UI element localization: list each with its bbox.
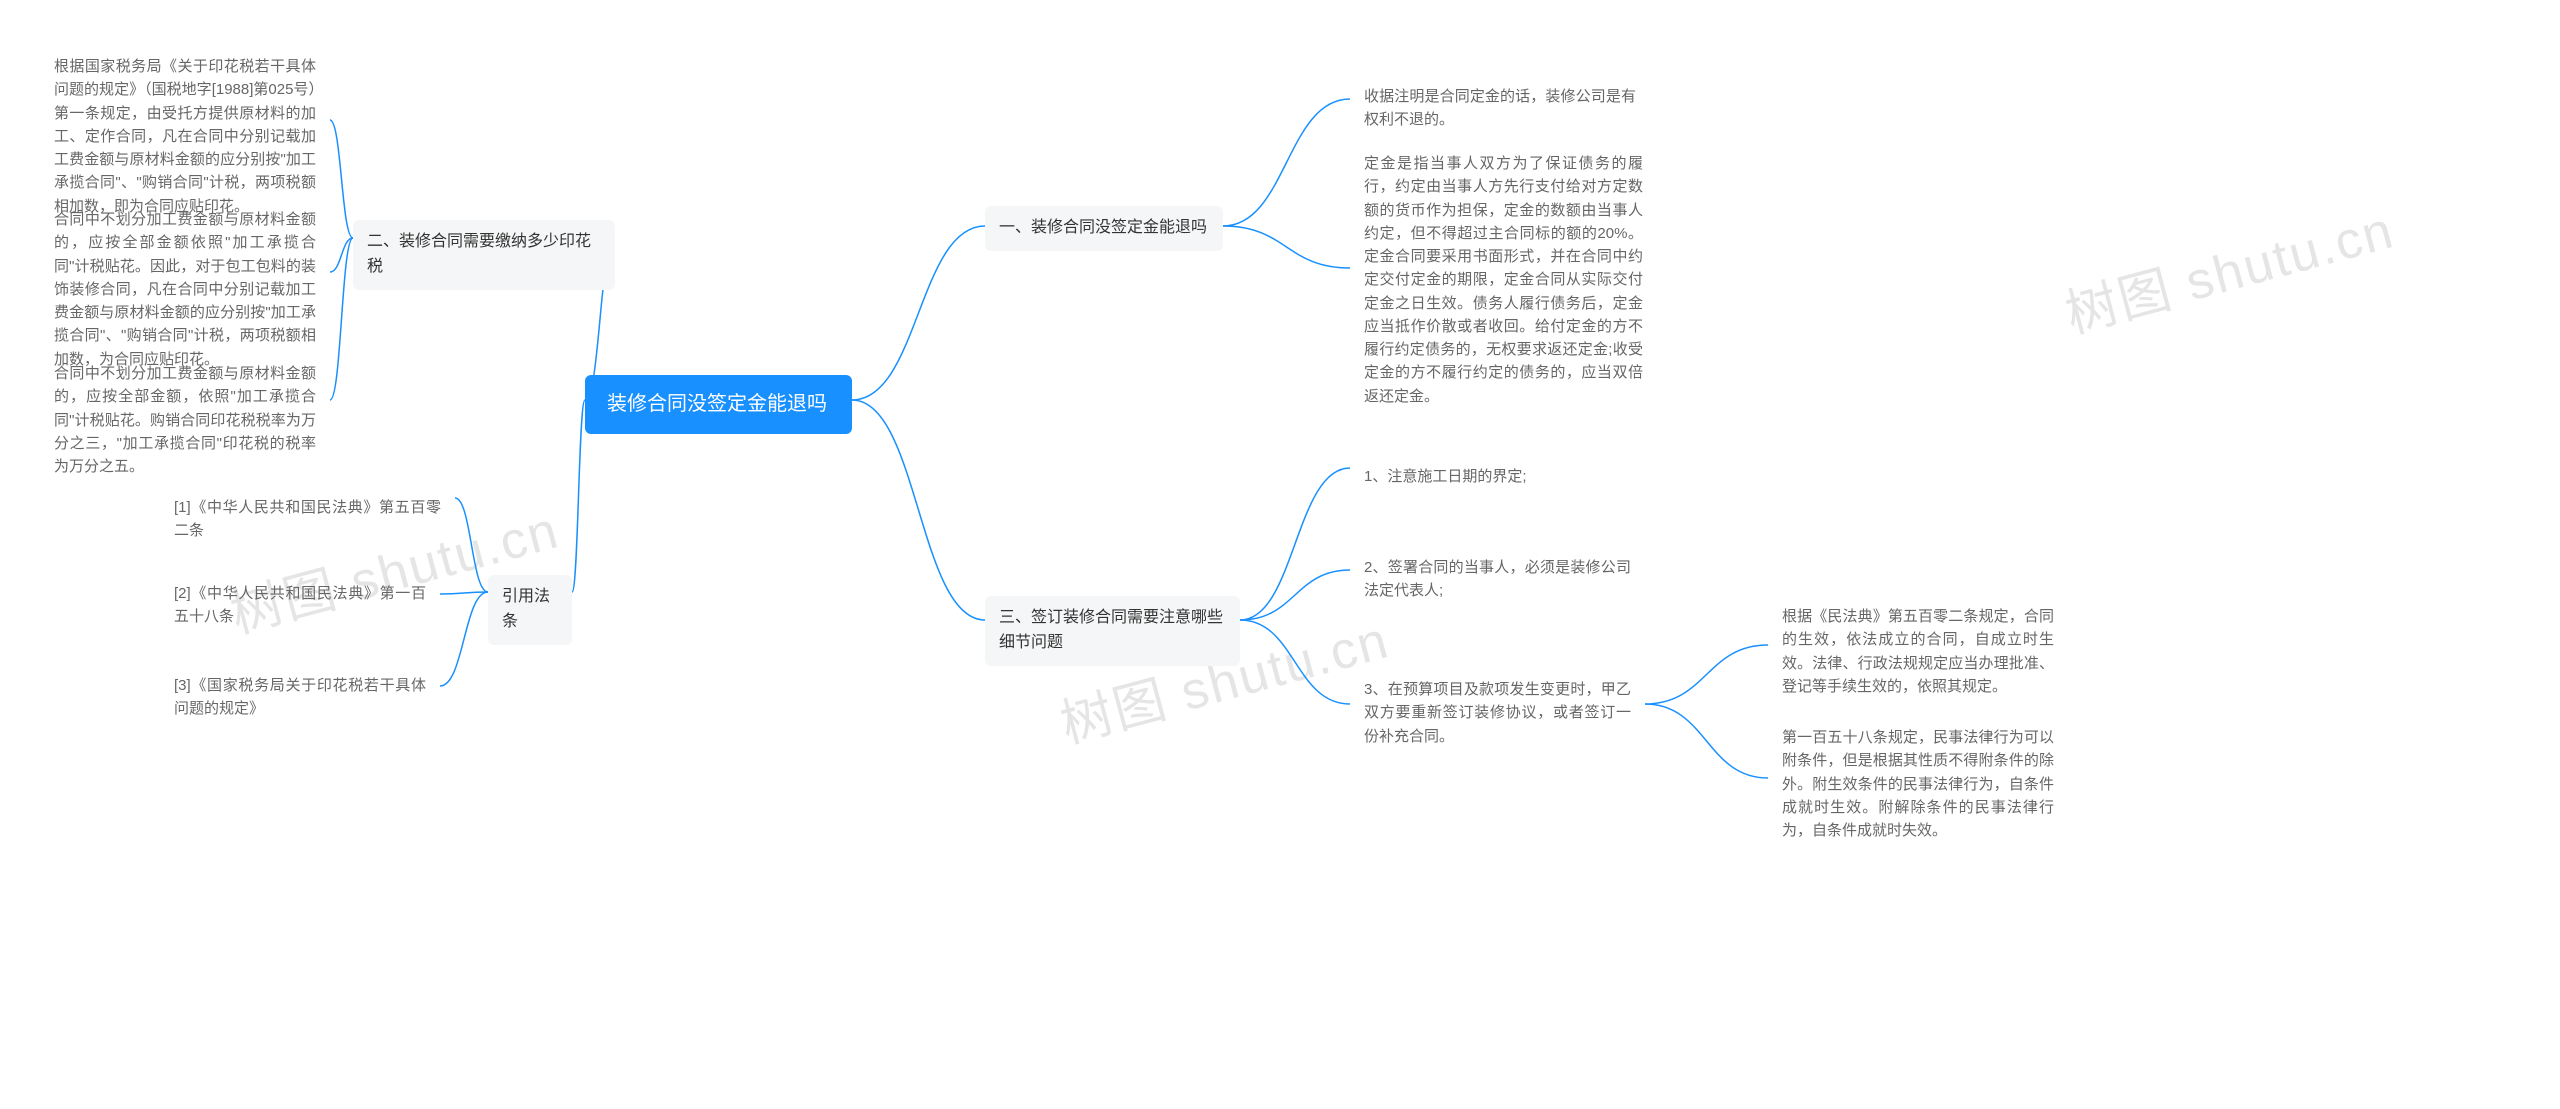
right-leaf-1-2: 3、在预算项目及款项发生变更时，甲乙双方要重新签订装修协议，或者签订一份补充合同… xyxy=(1350,668,1645,758)
left-leaf-1-1: [2]《中华人民共和国民法典》第一百五十八条 xyxy=(160,572,440,639)
watermark: 树图 shutu.cn xyxy=(2056,188,2401,348)
right-leaf-0-1: 定金是指当事人双方为了保证债务的履行，约定由当事人方先行支付给对方定数额的货币作… xyxy=(1350,142,1657,418)
right-leaf-1-0: 1、注意施工日期的界定; xyxy=(1350,455,1650,498)
connectors-svg xyxy=(0,0,2560,1109)
right-leaf-1-1: 2、签署合同的当事人，必须是装修公司法定代表人; xyxy=(1350,546,1645,613)
left-leaf-1-0: [1]《中华人民共和国民法典》第五百零二条 xyxy=(160,486,455,553)
left-leaf-0-2: 合同中不划分加工费金额与原材料金额的，应按全部金额，依照"加工承揽合同"计税贴花… xyxy=(40,352,330,488)
right-branch-0: 一、装修合同没签定金能退吗 xyxy=(985,206,1223,251)
right-subleaf-1-2-0: 根据《民法典》第五百零二条规定，合同的生效，依法成立的合同，自成立时生效。法律、… xyxy=(1768,595,2068,708)
center-node: 装修合同没签定金能退吗 xyxy=(585,375,852,434)
right-branch-1: 三、签订装修合同需要注意哪些细节问题 xyxy=(985,596,1240,666)
right-leaf-0-0: 收据注明是合同定金的话，装修公司是有权利不退的。 xyxy=(1350,75,1650,142)
left-branch-0: 二、装修合同需要缴纳多少印花税 xyxy=(353,220,615,290)
left-leaf-1-2: [3]《国家税务局关于印花税若干具体问题的规定》 xyxy=(160,664,440,731)
left-branch-1: 引用法条 xyxy=(488,575,572,645)
right-subleaf-1-2-1: 第一百五十八条规定，民事法律行为可以附条件，但是根据其性质不得附条件的除外。附生… xyxy=(1768,716,2068,852)
